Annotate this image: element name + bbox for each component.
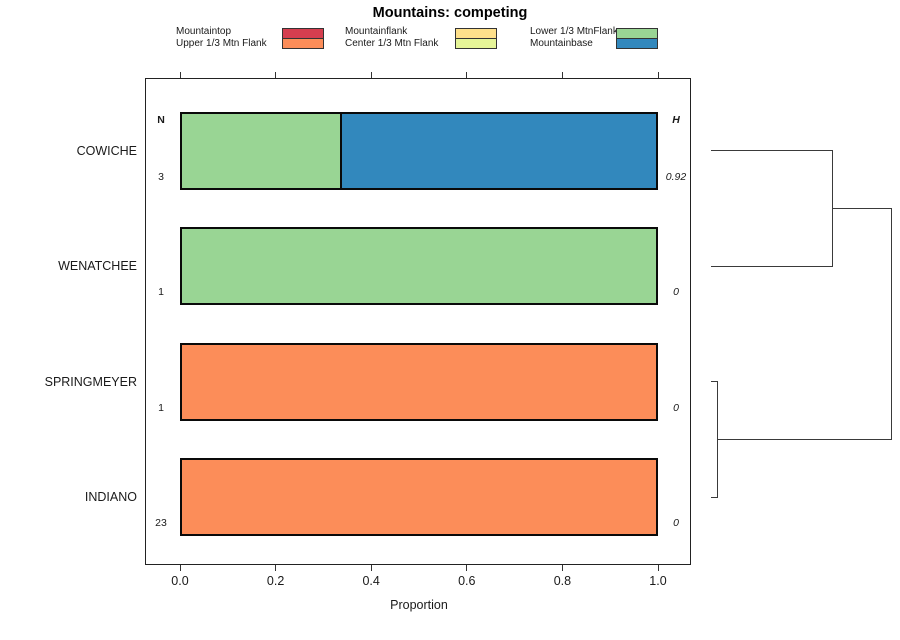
x-axis-tick-bottom <box>561 565 563 571</box>
n-column-header: N <box>157 114 165 126</box>
h-column-header: H <box>672 114 680 126</box>
x-axis-tick-top <box>561 72 563 78</box>
x-tick-label: 0.2 <box>266 574 285 588</box>
category-label-cowiche: COWICHE <box>76 144 137 158</box>
x-axis-label: Proportion <box>390 598 448 612</box>
dendrogram-line <box>891 208 892 440</box>
dendrogram-line <box>711 150 833 151</box>
legend-group-3: Lower 1/3 MtnFlank Mountainbase <box>530 26 658 50</box>
bar-segment-upper-1-3-mtn-flank <box>182 460 656 534</box>
n-value: 23 <box>155 517 167 529</box>
x-axis-tick-top <box>466 72 468 78</box>
bar-wenatchee <box>180 227 658 305</box>
chart-title: Mountains: competing <box>372 5 528 21</box>
h-value: 0.92 <box>665 171 687 183</box>
legend-swatch-center-13-mtn-flank <box>455 38 497 49</box>
legend-group-2: Mountainflank Center 1/3 Mtn Flank <box>345 26 497 50</box>
dendrogram-line <box>717 439 892 440</box>
legend-label: Mountainbase <box>530 38 593 49</box>
x-axis-tick-top <box>179 72 181 78</box>
legend-label: Upper 1/3 Mtn Flank <box>176 38 267 49</box>
bar-segment-mountainbase <box>339 114 656 188</box>
x-tick-label: 0.4 <box>362 574 380 588</box>
bar-segment-lower-1-3-mtnflank <box>182 114 340 188</box>
x-axis-tick-top <box>657 72 659 78</box>
bar-segment-upper-1-3-mtn-flank <box>182 345 656 419</box>
bar-segment-lower-1-3-mtnflank <box>182 229 656 303</box>
x-tick-label: 0.8 <box>553 574 572 588</box>
n-value: 1 <box>158 402 164 414</box>
bar-springmeyer <box>180 343 658 421</box>
h-value: 0 <box>673 286 679 298</box>
x-axis-tick-bottom <box>275 565 277 571</box>
bar-cowiche <box>180 112 658 190</box>
legend-label: Mountaintop <box>176 26 232 37</box>
dendrogram-line <box>711 497 718 498</box>
legend-label: Mountainflank <box>345 26 408 37</box>
dendrogram-line <box>711 381 718 382</box>
x-axis-tick-bottom <box>466 565 468 571</box>
dendrogram-line <box>711 266 833 267</box>
dendrogram-line <box>832 208 892 209</box>
n-value: 1 <box>158 286 164 298</box>
h-value: 0 <box>673 402 679 414</box>
x-axis-tick-bottom <box>657 565 659 571</box>
h-value: 0 <box>673 517 679 529</box>
x-tick-label: 0.0 <box>171 574 189 588</box>
legend-group-1: Mountaintop Upper 1/3 Mtn Flank <box>176 26 324 50</box>
x-axis-tick-bottom <box>370 565 372 571</box>
x-tick-label: 0.6 <box>458 574 476 588</box>
legend-swatch-upper-13-mtn-flank <box>282 38 324 49</box>
legend-label: Lower 1/3 MtnFlank <box>530 26 618 37</box>
category-label-indiano: INDIANO <box>84 490 137 504</box>
x-tick-label: 1.0 <box>649 574 667 588</box>
bar-indiano <box>180 458 658 536</box>
category-label-wenatchee: WENATCHEE <box>58 259 137 273</box>
x-axis-tick-top <box>370 72 372 78</box>
n-value: 3 <box>158 171 164 183</box>
x-axis-tick-bottom <box>179 565 181 571</box>
x-axis-tick-top <box>275 72 277 78</box>
category-label-springmeyer: SPRINGMEYER <box>44 375 137 389</box>
legend-swatch-mountainbase <box>616 38 658 49</box>
legend-label: Center 1/3 Mtn Flank <box>345 38 439 49</box>
